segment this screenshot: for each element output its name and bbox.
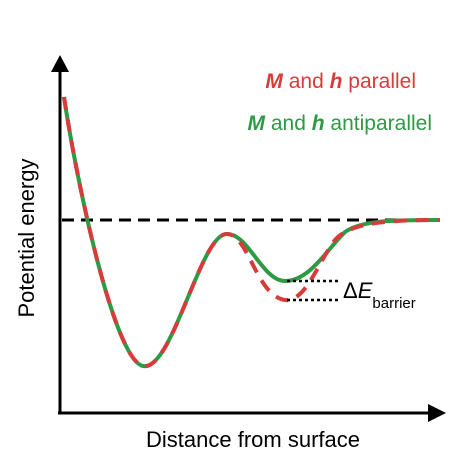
legend-parallel-connector: and: [283, 70, 330, 93]
legend-parallel-symbol-m: M: [265, 70, 283, 93]
legend-antiparallel-symbol-m: M: [248, 112, 266, 135]
antiparallel-curve: [62, 96, 441, 369]
legend-antiparallel-symbol-h: h: [312, 112, 325, 135]
legend-antiparallel: M and h antiparallel: [248, 112, 432, 135]
delta-e-barrier-label: ΔEbarrier: [343, 278, 416, 312]
delta-symbol: Δ: [343, 278, 358, 303]
y-axis-arrowhead: [51, 55, 69, 72]
barrier-subscript: barrier: [372, 295, 415, 312]
y-axis-label: Potential energy: [14, 159, 39, 318]
legend-parallel: M and h parallel: [265, 70, 416, 93]
legend-parallel-text: parallel: [342, 70, 416, 93]
x-axis-arrowhead: [428, 404, 446, 422]
parallel-curve: [62, 96, 441, 369]
legend-antiparallel-text: antiparallel: [325, 112, 432, 135]
energy-symbol: E: [358, 278, 373, 303]
x-axis-label: Distance from surface: [146, 427, 360, 452]
legend-parallel-symbol-h: h: [330, 70, 343, 93]
legend-antiparallel-connector: and: [265, 112, 312, 135]
